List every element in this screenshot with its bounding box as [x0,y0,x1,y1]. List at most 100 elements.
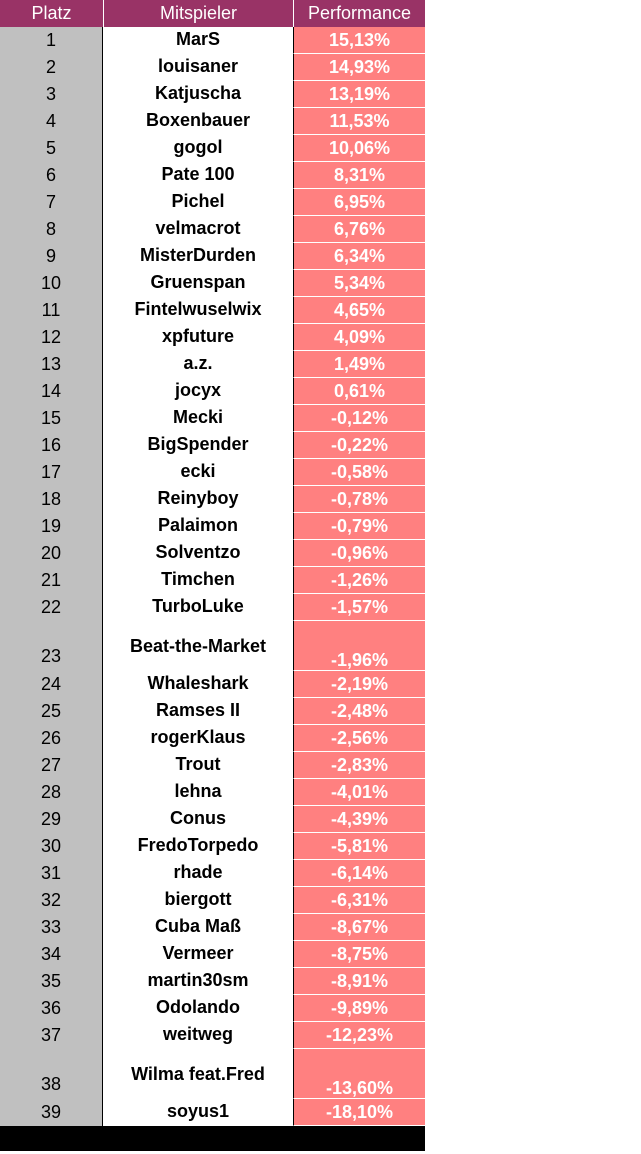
rank-cell: 13 [0,351,103,378]
player-cell: rhade [103,860,293,887]
performance-cell: -0,58% [293,459,425,486]
table-footer-bar [0,1126,425,1151]
table-row: 16 BigSpender -0,22% [0,432,425,459]
table-row: 30 FredoTorpedo -5,81% [0,833,425,860]
rank-cell: 1 [0,27,103,54]
player-cell: Boxenbauer [103,108,293,135]
player-cell: a.z. [103,351,293,378]
player-cell: BigSpender [103,432,293,459]
player-cell: Pichel [103,189,293,216]
table-row: 13 a.z. 1,49% [0,351,425,378]
performance-cell: 6,95% [293,189,425,216]
performance-cell: 15,13% [293,27,425,54]
player-cell: Solventzo [103,540,293,567]
table-row: 28 lehna -4,01% [0,779,425,806]
player-cell: Mecki [103,405,293,432]
player-cell: Conus [103,806,293,833]
performance-cell: -2,19% [293,671,425,698]
rank-cell: 3 [0,81,103,108]
performance-cell: -6,31% [293,887,425,914]
performance-cell: -0,79% [293,513,425,540]
rank-cell: 35 [0,968,103,995]
table-row: 26 rogerKlaus -2,56% [0,725,425,752]
table-row: 3 Katjuscha 13,19% [0,81,425,108]
rank-cell: 38 [0,1049,103,1099]
rank-cell: 7 [0,189,103,216]
header-player: Mitspieler [103,0,293,27]
table-row: 7 Pichel 6,95% [0,189,425,216]
header-performance: Performance [293,0,425,27]
rank-cell: 31 [0,860,103,887]
player-cell: Odolando [103,995,293,1022]
rank-cell: 30 [0,833,103,860]
player-cell: Cuba Maß [103,914,293,941]
performance-cell: 0,61% [293,378,425,405]
table-row: 39 soyus1 -18,10% [0,1099,425,1126]
player-cell: biergott [103,887,293,914]
performance-cell: -12,23% [293,1022,425,1049]
table-row: 35 martin30sm -8,91% [0,968,425,995]
table-row: 2 louisaner 14,93% [0,54,425,81]
rank-cell: 19 [0,513,103,540]
performance-cell: -0,96% [293,540,425,567]
rank-cell: 39 [0,1099,103,1126]
rank-cell: 14 [0,378,103,405]
rank-cell: 5 [0,135,103,162]
player-cell: Ramses II [103,698,293,725]
table-row: 14 jocyx 0,61% [0,378,425,405]
table-row: 9 MisterDurden 6,34% [0,243,425,270]
player-cell: soyus1 [103,1099,293,1126]
performance-cell: 5,34% [293,270,425,297]
rank-cell: 21 [0,567,103,594]
performance-cell: -8,91% [293,968,425,995]
table-row: 22 TurboLuke -1,57% [0,594,425,621]
table-row: 10 Gruenspan 5,34% [0,270,425,297]
player-cell: Timchen [103,567,293,594]
table-row: 17 ecki -0,58% [0,459,425,486]
table-row: 34 Vermeer -8,75% [0,941,425,968]
rank-cell: 23 [0,621,103,671]
performance-cell: 8,31% [293,162,425,189]
player-cell: Reinyboy [103,486,293,513]
table-row: 18 Reinyboy -0,78% [0,486,425,513]
player-cell: FredoTorpedo [103,833,293,860]
rank-cell: 10 [0,270,103,297]
rank-cell: 34 [0,941,103,968]
table-row: 4 Boxenbauer 11,53% [0,108,425,135]
table-row: 5 gogol 10,06% [0,135,425,162]
rank-cell: 2 [0,54,103,81]
performance-cell: -0,78% [293,486,425,513]
rank-cell: 16 [0,432,103,459]
rank-cell: 22 [0,594,103,621]
rank-cell: 9 [0,243,103,270]
table-row: 38 Wilma feat.Fred -13,60% [0,1049,425,1099]
player-cell: xpfuture [103,324,293,351]
performance-cell: -13,60% [293,1049,425,1099]
performance-cell: 4,65% [293,297,425,324]
rank-cell: 15 [0,405,103,432]
player-cell: louisaner [103,54,293,81]
table-body: 1 MarS 15,13% 2 louisaner 14,93% 3 Katjuscha 13,… [0,27,425,1126]
performance-cell: -1,57% [293,594,425,621]
rank-cell: 8 [0,216,103,243]
table-row: 25 Ramses II -2,48% [0,698,425,725]
performance-cell: -4,01% [293,779,425,806]
rank-cell: 17 [0,459,103,486]
table-row: 8 velmacrot 6,76% [0,216,425,243]
player-cell: Gruenspan [103,270,293,297]
table-row: 31 rhade -6,14% [0,860,425,887]
table-row: 24 Whaleshark -2,19% [0,671,425,698]
table-row: 1 MarS 15,13% [0,27,425,54]
performance-cell: -8,67% [293,914,425,941]
table-row: 20 Solventzo -0,96% [0,540,425,567]
performance-cell: -5,81% [293,833,425,860]
table-row: 6 Pate 100 8,31% [0,162,425,189]
table-row: 37 weitweg -12,23% [0,1022,425,1049]
rank-cell: 37 [0,1022,103,1049]
performance-cell: 11,53% [293,108,425,135]
performance-cell: -2,48% [293,698,425,725]
performance-cell: -4,39% [293,806,425,833]
performance-cell: -2,83% [293,752,425,779]
rank-cell: 25 [0,698,103,725]
player-cell: TurboLuke [103,594,293,621]
